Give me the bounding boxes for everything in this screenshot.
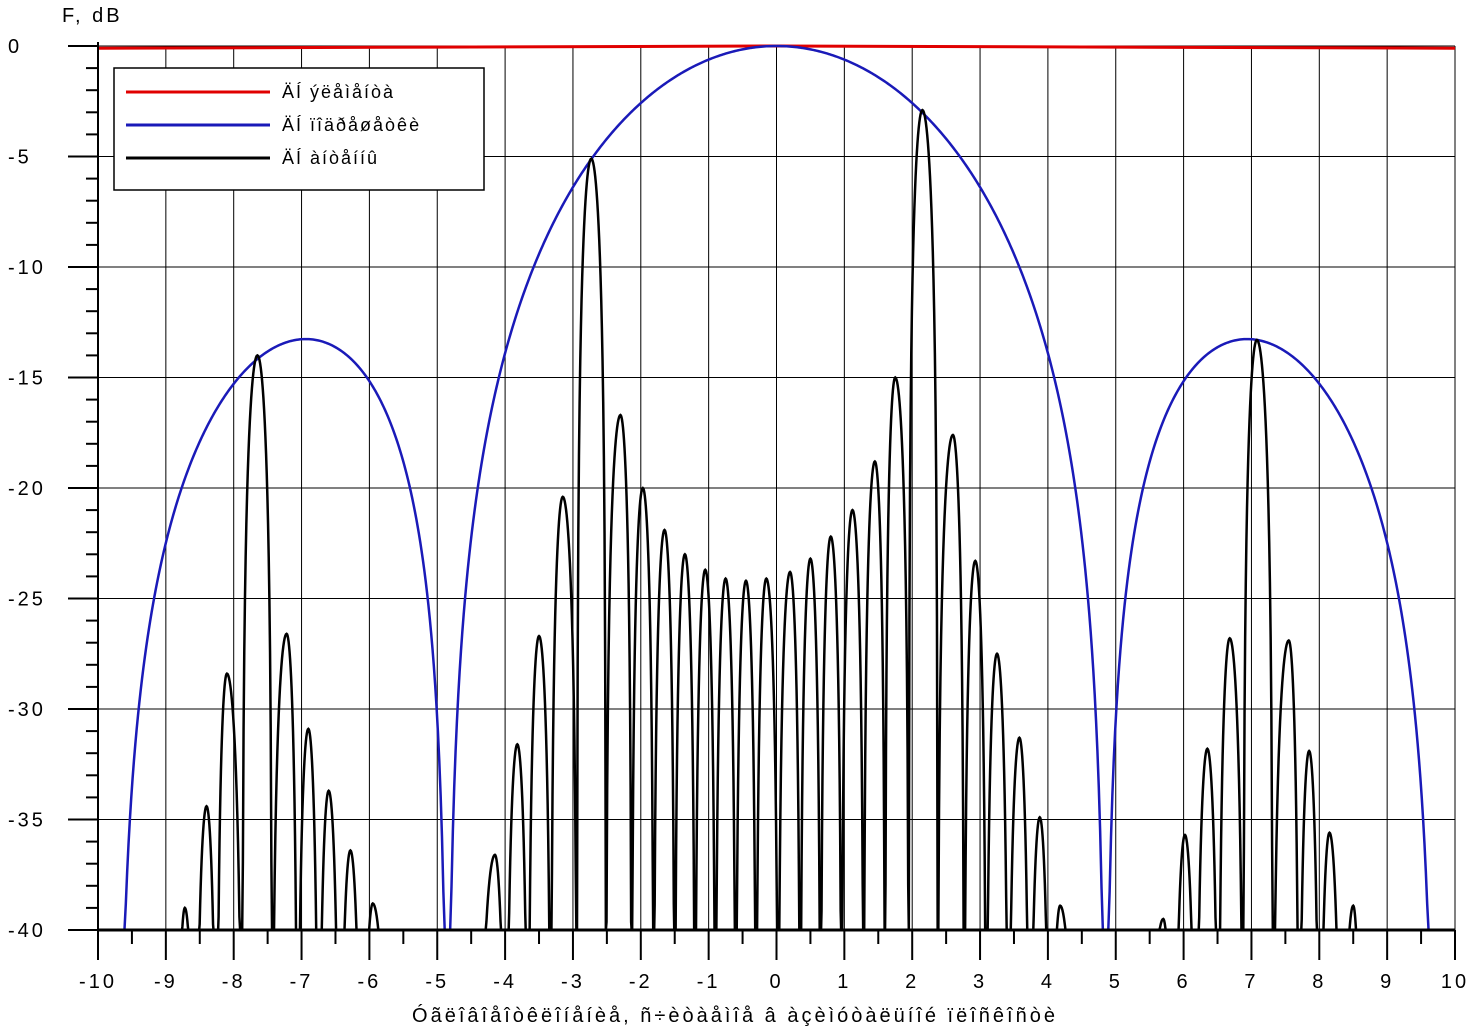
legend-box bbox=[113, 67, 485, 191]
x-tick-label: -1 bbox=[697, 971, 721, 993]
y-tick-label: -25 bbox=[8, 589, 46, 611]
axes: 0-5-10-15-20-25-30-35-40-10 -9 -8 -7 -6 -5 -4-… bbox=[8, 36, 1469, 993]
y-tick-label: -35 bbox=[8, 810, 46, 832]
y-tick-label: -30 bbox=[8, 699, 46, 721]
legend-label: ÄÍ ïîäðåøåòêè bbox=[282, 115, 421, 135]
x-tick-label: 4 bbox=[1041, 971, 1055, 993]
y-tick-label: -5 bbox=[8, 147, 32, 169]
y-tick-label: -15 bbox=[8, 368, 46, 390]
x-tick-label: -5 bbox=[425, 971, 449, 993]
y-tick-label: -40 bbox=[8, 920, 46, 942]
x-tick-label: -3 bbox=[561, 971, 585, 993]
x-tick-label: 6 bbox=[1177, 971, 1191, 993]
x-tick-label: 10 bbox=[1441, 971, 1469, 993]
x-tick-label: -2 bbox=[629, 971, 653, 993]
legend-label: ÄÍ àíòåííû bbox=[282, 148, 379, 168]
x-tick-label: 7 bbox=[1244, 971, 1258, 993]
legend-label: ÄÍ ýëåìåíòà bbox=[282, 82, 395, 102]
x-tick-label: 0 bbox=[769, 971, 783, 993]
x-tick-label: -6 bbox=[358, 971, 382, 993]
legend: ÄÍ ýëåìåíòà ÄÍ ïîäðåøåòêè ÄÍ àíòåííû bbox=[113, 67, 485, 191]
y-tick-label: -10 bbox=[8, 257, 46, 279]
x-tick-label: 9 bbox=[1380, 971, 1394, 993]
x-tick-label: -9 bbox=[154, 971, 178, 993]
y-tick-label: 0 bbox=[8, 36, 22, 58]
y-tick-label: -20 bbox=[8, 478, 46, 500]
x-tick-label: 8 bbox=[1312, 971, 1326, 993]
x-axis-label: Óãëîâîåîòêëîíåíèå, ñ÷èòàåìîå â àçèìóòàëü… bbox=[412, 1004, 1058, 1027]
series-antenna-pattern bbox=[176, 108, 1363, 932]
x-tick-label: -4 bbox=[493, 971, 517, 993]
x-tick-label: 2 bbox=[905, 971, 919, 993]
x-tick-label: 5 bbox=[1109, 971, 1123, 993]
x-tick-label: 3 bbox=[973, 971, 987, 993]
y-axis-label: F, dB bbox=[62, 5, 123, 27]
x-tick-label: -8 bbox=[222, 971, 246, 993]
x-tick-label: 1 bbox=[837, 971, 851, 993]
series-subarray-pattern bbox=[114, 44, 1439, 932]
x-tick-label: -7 bbox=[290, 971, 314, 993]
x-tick-label: -10 bbox=[79, 971, 117, 993]
